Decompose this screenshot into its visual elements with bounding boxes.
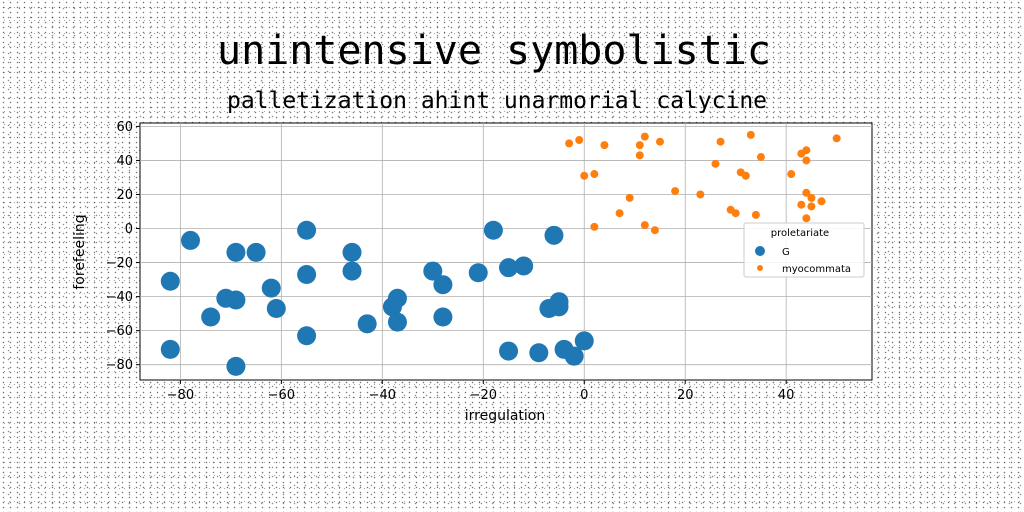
point-myocommata (751, 210, 760, 219)
point-myocommata (797, 200, 806, 209)
point-myocommata (807, 193, 816, 202)
point-myocommata (640, 221, 649, 230)
point-g (549, 297, 569, 317)
point-myocommata (625, 193, 634, 202)
x-tick-label: −60 (268, 388, 295, 403)
legend-marker-g (755, 246, 765, 256)
y-tick-label: −60 (106, 324, 133, 339)
y-tick-label: −20 (106, 256, 133, 271)
point-myocommata (655, 137, 664, 146)
point-myocommata (807, 202, 816, 211)
point-myocommata (696, 190, 705, 199)
point-myocommata (635, 151, 644, 160)
chart-title: unintensive symbolistic (217, 28, 771, 74)
point-g (433, 307, 453, 327)
point-myocommata (640, 132, 649, 141)
point-myocommata (802, 214, 811, 223)
point-myocommata (615, 209, 624, 218)
point-myocommata (565, 139, 574, 148)
point-g (246, 242, 266, 262)
y-tick-label: 60 (116, 120, 133, 135)
point-myocommata (575, 136, 584, 145)
point-myocommata (817, 197, 826, 206)
y-tick-label: 0 (125, 222, 133, 237)
point-g (499, 258, 519, 278)
x-tick-label: −80 (167, 388, 194, 403)
point-g (297, 264, 317, 284)
point-g (529, 343, 549, 363)
point-myocommata (802, 156, 811, 165)
point-g (201, 307, 221, 327)
point-g (180, 230, 200, 250)
x-tick-label: 40 (778, 388, 795, 403)
data-points (160, 130, 841, 376)
point-g (261, 278, 281, 298)
point-g (468, 263, 488, 283)
point-myocommata (802, 146, 811, 155)
point-g (387, 288, 407, 308)
point-myocommata (590, 170, 599, 179)
point-myocommata (600, 141, 609, 150)
point-myocommata (711, 159, 720, 168)
point-myocommata (650, 226, 659, 235)
point-myocommata (802, 188, 811, 197)
legend-label-g: G (782, 247, 790, 258)
y-axis-label: forefeeling (72, 214, 88, 289)
y-tick-label: −80 (106, 358, 133, 373)
y-tick-label: −40 (106, 290, 133, 305)
point-myocommata (787, 170, 796, 179)
point-myocommata (590, 222, 599, 231)
point-g (160, 271, 180, 291)
legend-title: proletariate (771, 228, 829, 239)
x-tick-label: −40 (369, 388, 396, 403)
point-myocommata (716, 137, 725, 146)
point-g (297, 220, 317, 240)
point-g (564, 346, 584, 366)
point-g (433, 275, 453, 295)
point-g (544, 225, 564, 245)
legend-marker-myocommata (757, 265, 763, 271)
x-tick-label: −20 (470, 388, 497, 403)
point-g (574, 331, 594, 351)
point-g (226, 242, 246, 262)
point-g (226, 356, 246, 376)
point-g (342, 242, 362, 262)
chart-subtitle: palletization ahint unarmorial calycine (227, 88, 767, 114)
point-myocommata (741, 171, 750, 180)
point-g (297, 326, 317, 346)
point-g (483, 220, 503, 240)
point-g (160, 339, 180, 359)
grid-lines (140, 123, 872, 380)
x-tick-label: 0 (580, 388, 588, 403)
point-g (266, 299, 286, 319)
point-myocommata (580, 171, 589, 180)
point-g (342, 261, 362, 281)
point-g (423, 261, 443, 281)
point-myocommata (731, 209, 740, 218)
point-g (357, 314, 377, 334)
point-g (514, 256, 534, 276)
point-g (387, 312, 407, 332)
legend-box (743, 222, 865, 278)
point-myocommata (756, 153, 765, 162)
x-tick-label: 20 (677, 388, 694, 403)
point-g (499, 341, 519, 361)
y-tick-label: 20 (116, 188, 133, 203)
point-myocommata (635, 141, 644, 150)
y-tick-label: 40 (116, 154, 133, 169)
point-myocommata (746, 130, 755, 139)
legend-label-myocommata: myocommata (782, 264, 851, 275)
axis-ticks: −80 −60 −40 −20 0 20 40 −80 −60 −40 −20 0 20 40 60 (106, 120, 795, 403)
point-g (226, 290, 246, 310)
legend: proletariate G myocommata (743, 222, 865, 278)
point-myocommata (671, 187, 680, 196)
point-myocommata (832, 134, 841, 143)
x-axis-label: irregulation (465, 408, 546, 424)
